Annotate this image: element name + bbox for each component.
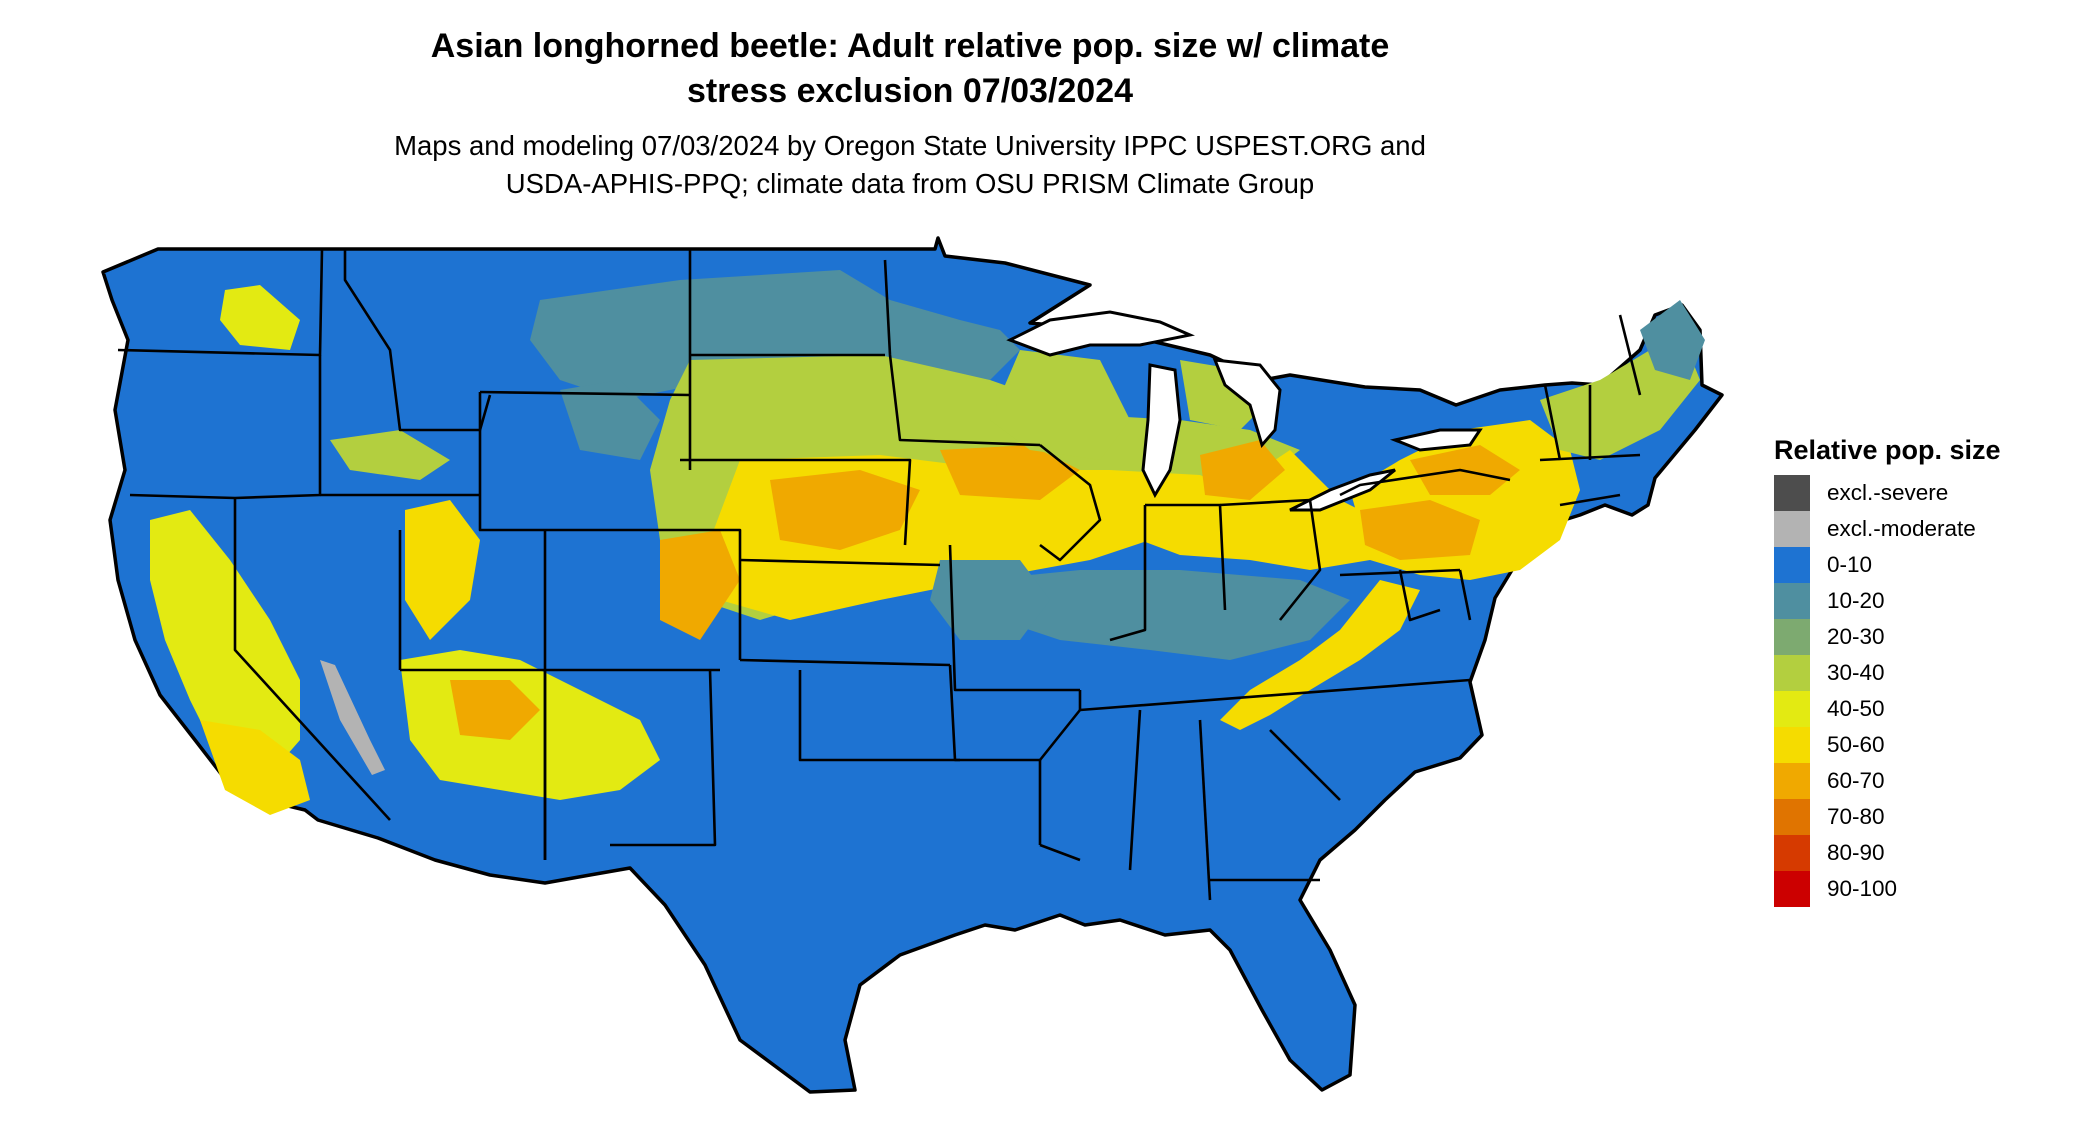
lake-huron [1212, 358, 1282, 449]
legend-swatch [1774, 727, 1810, 763]
region-iowa-high [940, 445, 1080, 500]
region-missouri [930, 560, 1050, 640]
legend-swatch [1774, 691, 1810, 727]
legend-item: 10-20 [1774, 583, 2074, 619]
legend-label: 0-10 [1827, 552, 1873, 577]
legend-item: 30-40 [1774, 655, 2074, 691]
region-michigan-high [1200, 440, 1285, 500]
legend-label: excl.-moderate [1827, 516, 1976, 541]
lake-michigan [1141, 363, 1182, 499]
legend-items: excl.-severe excl.-moderate 0-10 10-20 20-30… [1774, 475, 2074, 907]
region-great-lakes [1130, 450, 1380, 570]
legend-item: excl.-moderate [1774, 511, 2074, 547]
region-southern-california [200, 720, 310, 815]
legend-swatch [1774, 511, 1810, 547]
region-utah [405, 500, 480, 640]
lake-erie [1289, 468, 1396, 512]
legend-swatch [1774, 547, 1810, 583]
legend-item: 20-30 [1774, 619, 2074, 655]
region-corn-belt-high [770, 470, 920, 550]
region-nevada-excl [320, 660, 385, 775]
legend-label: excl.-severe [1827, 480, 1949, 505]
region-ohio-valley [980, 570, 1350, 660]
legend-item: 40-50 [1774, 691, 2074, 727]
region-idaho-snake [330, 430, 450, 480]
legend-item: 50-60 [1774, 727, 2074, 763]
map-subtitle-line-1: Maps and modeling 07/03/2024 by Oregon S… [394, 130, 1426, 161]
legend-label: 30-40 [1827, 660, 1885, 685]
legend-label: 50-60 [1827, 732, 1885, 757]
map-title-line-2: stress exclusion 07/03/2024 [686, 72, 1134, 110]
region-wisconsin [990, 350, 1130, 460]
legend-label: 90-100 [1827, 876, 1898, 901]
legend-item: 70-80 [1774, 799, 2074, 835]
legend-label: 20-30 [1827, 624, 1885, 649]
region-appalachians [1220, 580, 1420, 730]
legend-label: 60-70 [1827, 768, 1885, 793]
legend-item: 60-70 [1774, 763, 2074, 799]
legend-swatch [1774, 835, 1810, 871]
legend-item: 90-100 [1774, 871, 2074, 907]
map-subtitle-line-2: USDA-APHIS-PPQ; climate data from OSU PR… [505, 168, 1315, 199]
legend-swatch [1774, 763, 1810, 799]
legend-swatch [1774, 871, 1810, 907]
region-wyoming [560, 380, 660, 460]
region-kansas-high [660, 530, 740, 640]
legend-swatch [1774, 583, 1810, 619]
legend-label: 10-20 [1827, 588, 1885, 613]
legend-title: Relative pop. size [1774, 435, 2001, 465]
legend: Relative pop. size excl.-severe excl.-mod… [1774, 433, 2074, 907]
legend-item: 0-10 [1774, 547, 2074, 583]
region-washington [220, 285, 300, 350]
state-boundaries [117, 248, 1642, 901]
region-sierra [150, 510, 300, 780]
legend-label: 80-90 [1827, 840, 1885, 865]
legend-item: 80-90 [1774, 835, 2074, 871]
region-northern-plains [530, 270, 1020, 400]
legend-item: excl.-severe [1774, 475, 2074, 511]
lake-superior [1006, 310, 1195, 357]
legend-label: 40-50 [1827, 696, 1885, 721]
legend-swatch [1774, 799, 1810, 835]
map-subtitle: Maps and modeling 07/03/2024 by Oregon S… [0, 127, 1820, 203]
map-title: Asian longhorned beetle: Adult relative … [0, 24, 1820, 114]
region-maine [1640, 300, 1705, 380]
region-pennsylvania-high [1360, 500, 1480, 560]
lake-ontario [1389, 428, 1483, 452]
region-colorado-plateau-high [450, 680, 540, 740]
legend-label: 70-80 [1827, 804, 1885, 829]
legend-swatch [1774, 475, 1810, 511]
legend-swatch [1774, 619, 1810, 655]
legend-swatch [1774, 655, 1810, 691]
map-title-line-1: Asian longhorned beetle: Adult relative … [430, 27, 1390, 65]
